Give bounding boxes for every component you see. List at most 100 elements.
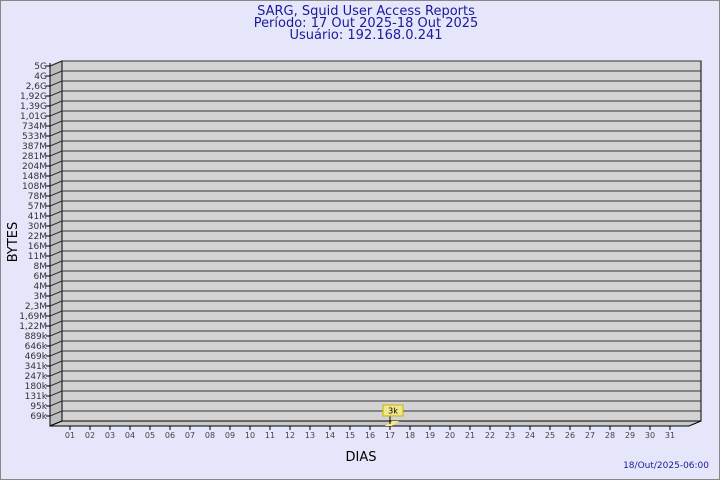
gridline-wall xyxy=(49,140,63,147)
y-tick-label: 57M xyxy=(28,202,47,212)
x-tick-label: 20 xyxy=(445,431,455,440)
y-tick-label: 148M xyxy=(22,172,47,182)
x-tick-label: 27 xyxy=(585,431,595,440)
x-tick-label: 29 xyxy=(625,431,635,440)
user-label: Usuário: 192.168.0.241 xyxy=(289,28,443,43)
gridline-wall xyxy=(49,300,63,307)
y-tick-label: 469k xyxy=(25,352,48,362)
x-tick-label: 16 xyxy=(365,431,375,440)
y-tick-label: 2,6G xyxy=(26,82,47,92)
gridline-wall xyxy=(49,260,63,267)
y-tick-label: 2,3M xyxy=(25,302,47,312)
gridline-wall xyxy=(49,190,63,197)
gridline-wall xyxy=(49,90,63,97)
x-tick-label: 14 xyxy=(325,431,335,440)
x-tick-label: 02 xyxy=(85,431,95,440)
x-tick-label: 30 xyxy=(645,431,655,440)
y-tick-label: 8M xyxy=(34,262,48,272)
gridline-wall xyxy=(49,160,63,167)
y-tick-label: 1,01G xyxy=(20,112,47,122)
y-tick-label: 533M xyxy=(22,132,47,142)
x-tick-label: 21 xyxy=(465,431,475,440)
x-tick-label: 15 xyxy=(345,431,355,440)
x-tick-label: 03 xyxy=(105,431,115,440)
bar-17 xyxy=(385,421,399,426)
x-axis-label: DIAS xyxy=(346,450,377,465)
gridline-wall xyxy=(49,320,63,327)
y-tick-label: 78M xyxy=(28,192,47,202)
footer-timestamp: 18/Out/2025-06:00 xyxy=(623,461,709,471)
y-tick-label: 11M xyxy=(28,252,47,262)
gridline-wall xyxy=(49,110,63,117)
x-tick-label: 01 xyxy=(65,431,75,440)
gridline-wall xyxy=(49,230,63,237)
gridline-wall xyxy=(49,80,63,87)
x-tick-label: 25 xyxy=(545,431,555,440)
gridline-wall xyxy=(49,330,63,337)
y-tick-label: 5G xyxy=(34,62,47,72)
gridline-wall xyxy=(49,310,63,317)
x-tick-label: 09 xyxy=(225,431,235,440)
gridline-wall xyxy=(49,270,63,277)
gridline-wall xyxy=(49,130,63,137)
x-tick-label: 08 xyxy=(205,431,215,440)
gridline-wall xyxy=(49,210,63,217)
y-tick-label: 69k xyxy=(30,412,47,422)
gridline-wall xyxy=(49,340,63,347)
y-tick-label: 889k xyxy=(25,332,48,342)
y-tick-label: 341k xyxy=(25,362,48,372)
y-tick-label: 734M xyxy=(22,122,47,132)
gridline-wall xyxy=(49,200,63,207)
gridline-wall xyxy=(49,360,63,367)
gridline-wall xyxy=(49,380,63,387)
x-tick-label: 13 xyxy=(305,431,315,440)
gridline-wall xyxy=(49,60,63,67)
y-tick-label: 131k xyxy=(25,392,48,402)
gridline-wall xyxy=(49,180,63,187)
bar-label: 3k xyxy=(388,407,398,416)
x-tick-label: 12 xyxy=(285,431,295,440)
x-tick-label: 11 xyxy=(265,431,275,440)
gridline-wall xyxy=(49,240,63,247)
y-tick-label: 6M xyxy=(34,272,48,282)
gridline-wall xyxy=(49,120,63,127)
plot-floor xyxy=(49,420,702,427)
y-tick-label: 180k xyxy=(25,382,48,392)
x-tick-label: 05 xyxy=(145,431,155,440)
y-tick-label: 646k xyxy=(25,342,48,352)
x-tick-label: 06 xyxy=(165,431,175,440)
gridline-wall xyxy=(49,150,63,157)
gridline-wall xyxy=(49,250,63,257)
x-tick-label: 04 xyxy=(125,431,135,440)
x-tick-label: 10 xyxy=(245,431,255,440)
gridline-wall xyxy=(49,170,63,177)
y-tick-label: 41M xyxy=(28,212,47,222)
bar-label-box xyxy=(382,404,404,417)
gridline-wall xyxy=(49,70,63,77)
y-tick-label: 95k xyxy=(30,402,47,412)
y-tick-label: 387M xyxy=(22,142,47,152)
x-tick-label: 19 xyxy=(425,431,435,440)
period-label: Período: 17 Out 2025-18 Out 2025 xyxy=(253,16,479,31)
y-tick-label: 30M xyxy=(28,222,47,232)
y-tick-label: 4G xyxy=(34,72,47,82)
y-tick-label: 16M xyxy=(28,242,47,252)
y-tick-label: 1,92G xyxy=(20,92,47,102)
x-tick-label: 17 xyxy=(385,431,395,440)
x-tick-label: 31 xyxy=(665,431,675,440)
gridline-wall xyxy=(49,370,63,377)
y-tick-label: 22M xyxy=(28,232,47,242)
x-tick-label: 26 xyxy=(565,431,575,440)
y-tick-label: 1,69M xyxy=(19,312,47,322)
x-tick-label: 23 xyxy=(505,431,515,440)
gridline-wall xyxy=(49,280,63,287)
x-tick-label: 28 xyxy=(605,431,615,440)
y-tick-label: 1,39G xyxy=(20,102,47,112)
y-tick-label: 3M xyxy=(34,292,48,302)
y-tick-label: 4M xyxy=(34,282,48,292)
y-tick-label: 108M xyxy=(22,182,47,192)
x-tick-label: 07 xyxy=(185,431,195,440)
gridline-wall xyxy=(49,390,63,397)
